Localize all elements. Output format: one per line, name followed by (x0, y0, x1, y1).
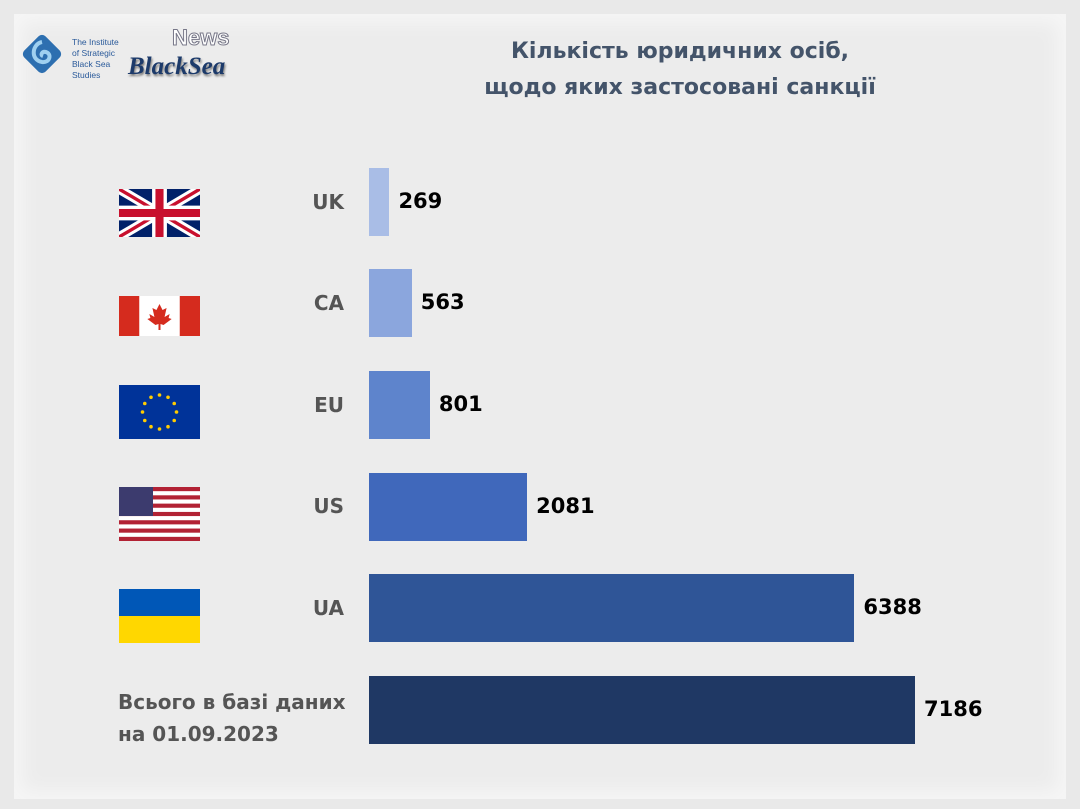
category-label-eu: EU (314, 393, 344, 417)
logo-line: Black Sea (72, 59, 111, 69)
title-line-2: щодо яких застосовані санкції (484, 75, 876, 100)
bar-us (369, 473, 528, 541)
data-label-ua: 6388 (863, 595, 922, 619)
logo-line: Studies (72, 70, 101, 80)
total-label-line-2: на 01.09.2023 (118, 722, 279, 746)
bar-ca (369, 269, 412, 337)
institute-logo-text: The Institute of Strategic Black Sea Stu… (72, 37, 119, 81)
category-label-ca: CA (313, 291, 344, 315)
bar-eu (369, 371, 430, 439)
bar-ua (369, 574, 855, 642)
bar-uk (369, 168, 390, 236)
us-flag-icon (119, 487, 200, 541)
bar-total (369, 676, 915, 744)
data-label-us: 2081 (536, 494, 595, 518)
uk-flag-icon (119, 189, 200, 237)
canada-flag-icon (119, 296, 200, 336)
logo-line: The Institute (72, 37, 119, 47)
eu-flag-icon (119, 385, 200, 439)
category-label-ua: UA (312, 596, 344, 620)
total-label: Всього в базі даних на 01.09.2023 (118, 686, 346, 750)
brand-news: News (171, 25, 230, 50)
title-line-1: Кількість юридичних осіб, (510, 39, 850, 64)
total-label-line-1: Всього в базі даних (118, 690, 346, 714)
institute-logo-icon (22, 34, 62, 74)
ukraine-flag-icon (119, 589, 200, 643)
chart-title: Кількість юридичних осіб, щодо яких заст… (420, 34, 940, 106)
data-label-total: 7186 (924, 697, 983, 721)
logo-line: of Strategic (72, 48, 115, 58)
data-label-eu: 801 (438, 392, 483, 416)
data-label-uk: 269 (398, 189, 443, 213)
category-label-us: US (313, 494, 344, 518)
brand-blacksea: BlackSea (128, 53, 226, 80)
data-label-ca: 563 (420, 290, 465, 314)
category-label-uk: UK (312, 190, 344, 214)
